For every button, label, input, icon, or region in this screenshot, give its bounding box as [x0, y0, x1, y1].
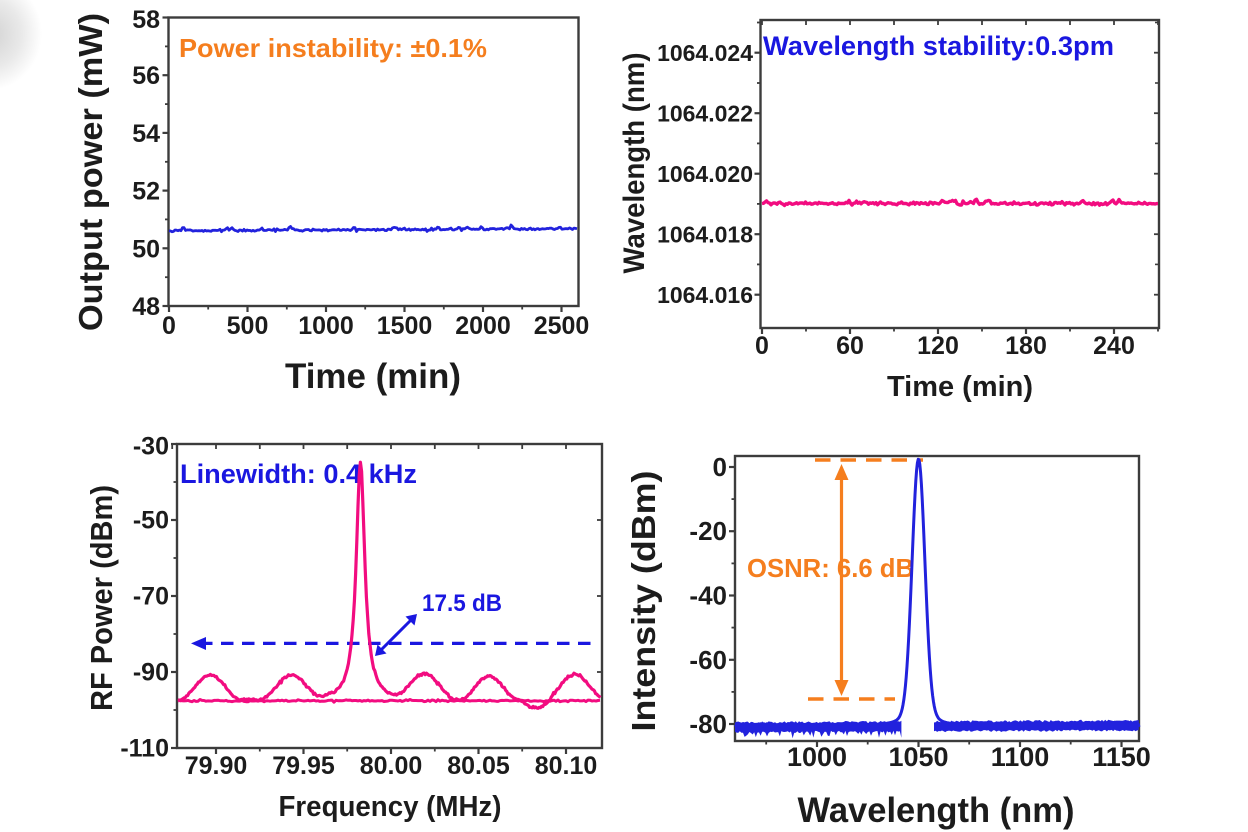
svg-text:48: 48	[132, 293, 160, 321]
svg-text:58: 58	[132, 6, 160, 34]
svg-text:-30: -30	[133, 433, 169, 461]
svg-text:1064.024: 1064.024	[657, 40, 753, 66]
svg-text:Frequency (MHz): Frequency (MHz)	[279, 791, 502, 823]
svg-text:1064.022: 1064.022	[657, 101, 753, 127]
svg-text:180: 180	[1005, 332, 1047, 360]
svg-text:RF Power (dBm): RF Power (dBm)	[84, 485, 119, 711]
svg-text:Wavelength (nm): Wavelength (nm)	[798, 791, 1075, 830]
svg-text:-110: -110	[120, 735, 169, 763]
svg-text:-40: -40	[689, 581, 727, 611]
svg-text:0: 0	[162, 312, 176, 340]
svg-text:Time (min): Time (min)	[285, 357, 461, 396]
svg-text:500: 500	[227, 312, 269, 340]
svg-text:52: 52	[132, 178, 160, 206]
svg-text:Wavelength (nm): Wavelength (nm)	[618, 53, 651, 274]
svg-text:Linewidth: 0.4 kHz: Linewidth: 0.4 kHz	[180, 459, 417, 489]
svg-text:80.05: 80.05	[447, 752, 510, 780]
svg-text:1000: 1000	[787, 742, 847, 772]
svg-text:1100: 1100	[991, 742, 1050, 772]
svg-text:240: 240	[1093, 332, 1135, 360]
svg-text:Output power (mW): Output power (mW)	[72, 13, 109, 331]
svg-text:Power instability: ±0.1%: Power instability: ±0.1%	[179, 33, 487, 63]
svg-text:1000: 1000	[298, 312, 354, 340]
svg-text:1050: 1050	[888, 742, 948, 772]
svg-text:-50: -50	[133, 507, 169, 535]
svg-text:120: 120	[917, 332, 959, 360]
svg-text:Intensity (dBm): Intensity (dBm)	[625, 471, 662, 732]
svg-text:54: 54	[132, 120, 160, 148]
svg-text:2000: 2000	[455, 312, 511, 340]
svg-text:17.5 dB: 17.5 dB	[422, 590, 502, 617]
svg-text:-60: -60	[689, 645, 727, 675]
svg-text:56: 56	[132, 62, 160, 90]
svg-text:0: 0	[713, 452, 727, 482]
svg-text:60: 60	[836, 332, 864, 360]
svg-text:Wavelength stability:0.3pm: Wavelength stability:0.3pm	[763, 31, 1114, 61]
svg-text:79.95: 79.95	[272, 752, 335, 780]
svg-text:Time (min): Time (min)	[887, 371, 1033, 403]
svg-text:-70: -70	[133, 583, 169, 611]
svg-text:-90: -90	[133, 659, 169, 687]
svg-text:OSNR: 6.6 dB: OSNR: 6.6 dB	[747, 553, 914, 583]
svg-text:-80: -80	[689, 709, 727, 739]
svg-text:1150: 1150	[1092, 742, 1151, 772]
svg-text:-20: -20	[689, 516, 727, 546]
svg-text:0: 0	[755, 332, 769, 360]
svg-text:80.10: 80.10	[535, 752, 598, 780]
svg-text:79.90: 79.90	[185, 752, 248, 780]
svg-text:1064.018: 1064.018	[657, 222, 753, 248]
svg-text:80.00: 80.00	[360, 752, 423, 780]
svg-text:1064.020: 1064.020	[657, 161, 753, 187]
svg-text:2500: 2500	[534, 312, 590, 340]
svg-text:1064.016: 1064.016	[657, 282, 753, 308]
svg-text:1500: 1500	[377, 312, 433, 340]
svg-text:50: 50	[132, 235, 160, 263]
